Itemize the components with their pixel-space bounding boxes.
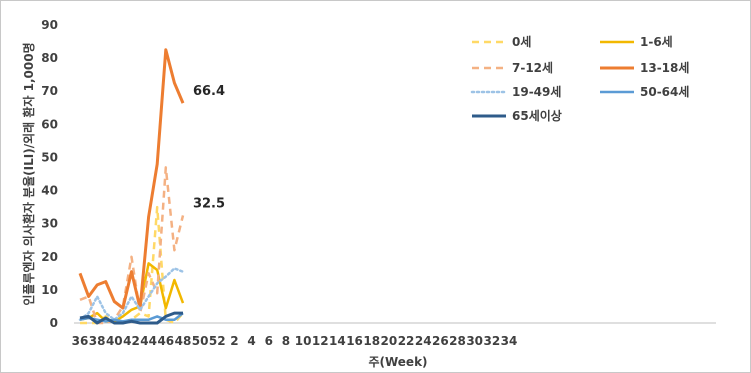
x-tick-label: 52 bbox=[209, 334, 226, 348]
x-tick-label: 14 bbox=[329, 334, 346, 348]
data-label: 66.4 bbox=[193, 84, 225, 99]
x-tick-label: 38 bbox=[89, 334, 106, 348]
data-label: 32.5 bbox=[193, 196, 225, 211]
x-tick-label: 32 bbox=[483, 334, 500, 348]
series-line-65세이상 bbox=[79, 311, 183, 325]
y-axis-ticks: 0 10 20 30 40 50 60 70 80 90 bbox=[41, 18, 58, 330]
x-tick-label: 12 bbox=[312, 334, 329, 348]
legend-entry-label: 0세 bbox=[512, 34, 531, 49]
y-tick-label: 70 bbox=[41, 84, 58, 98]
legend-entry-label: 50-64세 bbox=[640, 84, 689, 99]
y-tick-label: 30 bbox=[41, 217, 58, 231]
x-tick-label: 2 bbox=[230, 334, 238, 348]
y-tick-label: 80 bbox=[41, 51, 58, 65]
x-tick-label: 18 bbox=[363, 334, 380, 348]
x-axis-ticks: 36 38 40 42 44 46 48 50 52 2 4 6 8 10 12 14 16 18 20 22 24 26… bbox=[72, 334, 518, 348]
x-tick-label: 20 bbox=[381, 334, 398, 348]
x-tick-label: 46 bbox=[157, 334, 174, 348]
y-tick-label: 0 bbox=[50, 316, 58, 330]
y-tick-label: 60 bbox=[41, 117, 58, 131]
x-tick-label: 36 bbox=[72, 334, 89, 348]
x-tick-label: 4 bbox=[247, 334, 255, 348]
y-tick-label: 40 bbox=[41, 184, 58, 198]
x-tick-label: 40 bbox=[106, 334, 123, 348]
x-tick-label: 48 bbox=[175, 334, 192, 348]
y-tick-label: 20 bbox=[41, 250, 58, 264]
legend-entry-label: 7-12세 bbox=[512, 60, 553, 75]
x-tick-label: 16 bbox=[346, 334, 363, 348]
series-lines bbox=[78, 48, 185, 325]
x-tick-label: 28 bbox=[449, 334, 466, 348]
y-tick-label: 50 bbox=[41, 150, 58, 164]
x-tick-label: 34 bbox=[501, 334, 518, 348]
x-tick-label: 22 bbox=[398, 334, 415, 348]
legend-entry-label: 1-6세 bbox=[640, 34, 673, 49]
x-tick-label: 8 bbox=[282, 334, 290, 348]
y-tick-label: 10 bbox=[41, 283, 58, 297]
legend: 0세 1-6세 7-12세 13-18세 19-49세 50-64세 65세이상 bbox=[470, 34, 689, 123]
x-tick-label: 30 bbox=[466, 334, 483, 348]
legend-entry-label: 65세이상 bbox=[512, 108, 562, 123]
data-labels: 66.4 32.5 bbox=[193, 84, 225, 211]
legend-entry-label: 13-18세 bbox=[640, 60, 689, 75]
x-tick-label: 24 bbox=[415, 334, 432, 348]
x-axis-title: 주(Week) bbox=[368, 355, 427, 369]
x-tick-label: 50 bbox=[192, 334, 209, 348]
series-line-1-6세 bbox=[79, 262, 185, 323]
x-tick-label: 6 bbox=[265, 334, 273, 348]
legend-entry-label: 19-49세 bbox=[512, 84, 561, 99]
x-tick-label: 26 bbox=[432, 334, 449, 348]
series-line-13-18세 bbox=[78, 48, 185, 310]
x-tick-label: 42 bbox=[123, 334, 140, 348]
y-axis-title: 인플루엔자 의사환자 분율(ILI)/외래 환자 1,000명 bbox=[21, 42, 36, 305]
y-tick-label: 90 bbox=[41, 18, 58, 32]
series-line-50-64세 bbox=[79, 312, 184, 323]
x-tick-label: 10 bbox=[295, 334, 312, 348]
x-tick-label: 44 bbox=[140, 334, 157, 348]
series-line-19-49세 bbox=[78, 267, 185, 321]
